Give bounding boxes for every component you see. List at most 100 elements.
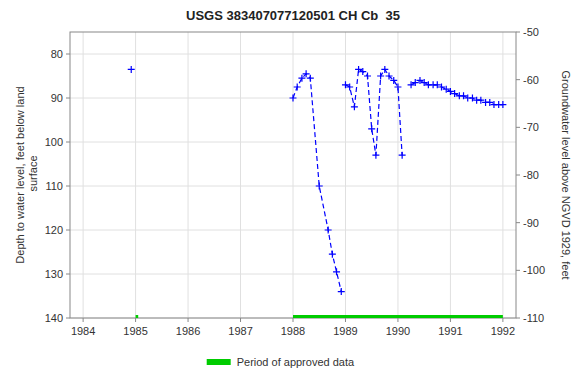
y2-tick-label: -50 xyxy=(523,26,539,38)
y-tick xyxy=(66,186,70,187)
plot-frame xyxy=(70,32,516,318)
y-tick xyxy=(66,98,70,99)
y-tick-label: 90 xyxy=(51,92,63,104)
y-tick-label: 80 xyxy=(51,48,63,60)
point-marker xyxy=(364,73,371,80)
point-marker xyxy=(381,66,388,73)
x-tick xyxy=(450,318,451,322)
x-tick xyxy=(345,318,346,322)
point-marker xyxy=(346,84,353,91)
approved-span xyxy=(293,315,503,318)
grid-line-x xyxy=(450,32,451,318)
y2-tick xyxy=(516,318,520,319)
point-marker xyxy=(499,101,506,108)
y-label-line: surface xyxy=(27,155,39,194)
y2-tick xyxy=(516,270,520,271)
y-tick xyxy=(66,230,70,231)
x-tick xyxy=(83,318,84,322)
grid-line-y xyxy=(70,230,516,231)
y2-tick xyxy=(516,222,520,223)
y2-label-group: Groundwater level above NGVD 1929, feet xyxy=(560,70,572,279)
x-tick xyxy=(502,318,503,322)
point-marker xyxy=(303,70,310,77)
point-marker xyxy=(386,73,393,80)
approved-span xyxy=(136,315,139,318)
y-label-group: Depth to water level, feet below land su… xyxy=(14,86,39,263)
grid-line-x xyxy=(135,32,136,318)
grid-line-x xyxy=(502,32,503,318)
x-tick-label: 1985 xyxy=(123,325,147,337)
legend: Period of approved data xyxy=(207,356,355,368)
point-marker xyxy=(333,268,340,275)
point-marker xyxy=(294,84,301,91)
x-tick-label: 1992 xyxy=(491,325,515,337)
x-tick xyxy=(240,318,241,322)
x-tick-label: 1989 xyxy=(333,325,357,337)
grid-line-y xyxy=(70,142,516,143)
point-marker xyxy=(338,288,345,295)
x-tick xyxy=(397,318,398,322)
point-marker xyxy=(298,75,305,82)
chart: 1984198519861987198819891990199119928090… xyxy=(0,0,576,384)
y-tick-label: 140 xyxy=(45,312,63,324)
grid-line-x xyxy=(240,32,241,318)
point-marker xyxy=(351,103,358,110)
grid-line-y xyxy=(70,54,516,55)
y2-tick xyxy=(516,127,520,128)
y2-tick xyxy=(516,32,520,33)
x-tick-label: 1987 xyxy=(228,325,252,337)
legend-label: Period of approved data xyxy=(237,356,355,368)
grid-line-x xyxy=(397,32,398,318)
y2-tick-label: -110 xyxy=(523,312,544,324)
y-label-line: Depth to water level, feet below land xyxy=(14,86,26,263)
data xyxy=(128,66,507,318)
point-marker xyxy=(390,77,397,84)
grid-line-y xyxy=(70,274,516,275)
point-marker xyxy=(329,251,336,258)
point-marker xyxy=(128,66,135,73)
point-marker xyxy=(290,95,297,102)
series-line xyxy=(293,74,341,292)
y-tick-label: 100 xyxy=(45,136,63,148)
series-line xyxy=(411,80,503,104)
point-marker xyxy=(307,75,314,82)
y-tick-label: 110 xyxy=(45,180,63,192)
x-tick-label: 1988 xyxy=(281,325,305,337)
x-tick xyxy=(293,318,294,322)
x-tick-label: 1990 xyxy=(386,325,410,337)
point-marker xyxy=(368,125,375,132)
y2-tick xyxy=(516,175,520,176)
y2-tick-label: -100 xyxy=(523,264,545,276)
x-tick xyxy=(188,318,189,322)
y-tick-label: 120 xyxy=(45,224,63,236)
y2-tick-label: -90 xyxy=(523,217,539,229)
grid-line-y xyxy=(70,186,516,187)
point-marker xyxy=(372,152,379,159)
point-marker xyxy=(394,84,401,91)
point-marker xyxy=(399,152,406,159)
y-tick-label: 130 xyxy=(45,268,63,280)
point-marker xyxy=(325,227,332,234)
point-marker xyxy=(359,68,366,75)
point-marker xyxy=(377,73,384,80)
y-label: Depth to water level, feet below land su… xyxy=(14,86,39,263)
grid-line-x xyxy=(293,32,294,318)
x-tick xyxy=(135,318,136,322)
legend-swatch xyxy=(207,359,231,365)
title: USGS 383407077120501 CH Cb 35 xyxy=(186,8,400,23)
grid-line-x xyxy=(345,32,346,318)
y2-tick-label: -80 xyxy=(523,169,539,181)
series-line xyxy=(345,69,402,155)
axes: 1984198519861987198819891990199119928090… xyxy=(45,26,545,337)
y-tick xyxy=(66,54,70,55)
y-tick xyxy=(66,274,70,275)
y2-tick xyxy=(516,79,520,80)
y2-tick-label: -60 xyxy=(523,74,539,86)
y2-tick-label: -70 xyxy=(523,121,539,133)
grid xyxy=(70,32,516,318)
y-tick xyxy=(66,142,70,143)
x-tick-label: 1991 xyxy=(438,325,462,337)
y-tick xyxy=(66,318,70,319)
point-marker xyxy=(316,183,323,190)
x-tick-label: 1984 xyxy=(71,325,95,337)
